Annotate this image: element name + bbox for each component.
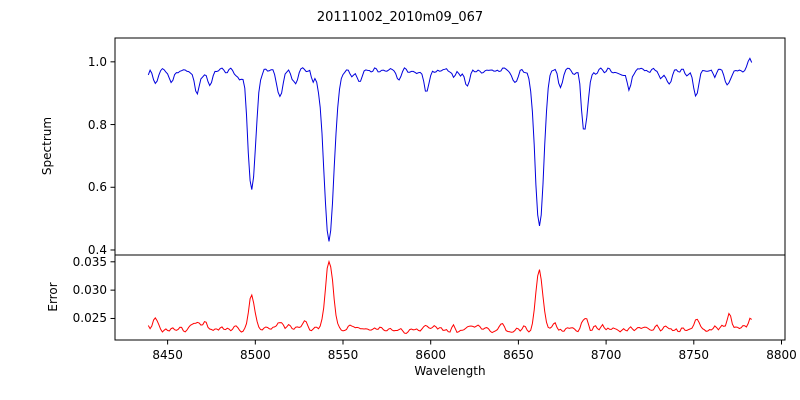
y-tick-label: 0.8 bbox=[87, 117, 107, 132]
x-tick-label: 8750 bbox=[678, 348, 710, 362]
x-tick-label: 8450 bbox=[152, 348, 183, 362]
y-tick-label: 0.035 bbox=[72, 254, 107, 269]
x-tick-label: 8500 bbox=[240, 348, 271, 362]
spectrum-panel-border bbox=[114, 37, 786, 256]
error-panel-border bbox=[114, 254, 786, 341]
y-tick-label: 0.4 bbox=[87, 242, 107, 257]
x-tick-label: 8600 bbox=[415, 348, 446, 362]
error-line bbox=[147, 259, 752, 335]
y-tick-label: 0.6 bbox=[87, 180, 107, 195]
spectrum-line bbox=[147, 57, 753, 242]
x-tick-label: 8700 bbox=[590, 348, 622, 362]
x-tick-label: 8550 bbox=[327, 348, 359, 362]
y-tick-label: 1.0 bbox=[87, 54, 107, 69]
axis-tick-marks bbox=[110, 61, 782, 345]
chart-title: 20111002_2010m09_067 bbox=[316, 10, 484, 25]
x-axis-label: Wavelength bbox=[414, 364, 486, 378]
y-tick-label: 0.030 bbox=[72, 283, 107, 298]
y-tick-label: 0.025 bbox=[72, 311, 107, 326]
x-tick-label: 8800 bbox=[766, 348, 797, 362]
x-tick-label: 8650 bbox=[503, 348, 534, 362]
